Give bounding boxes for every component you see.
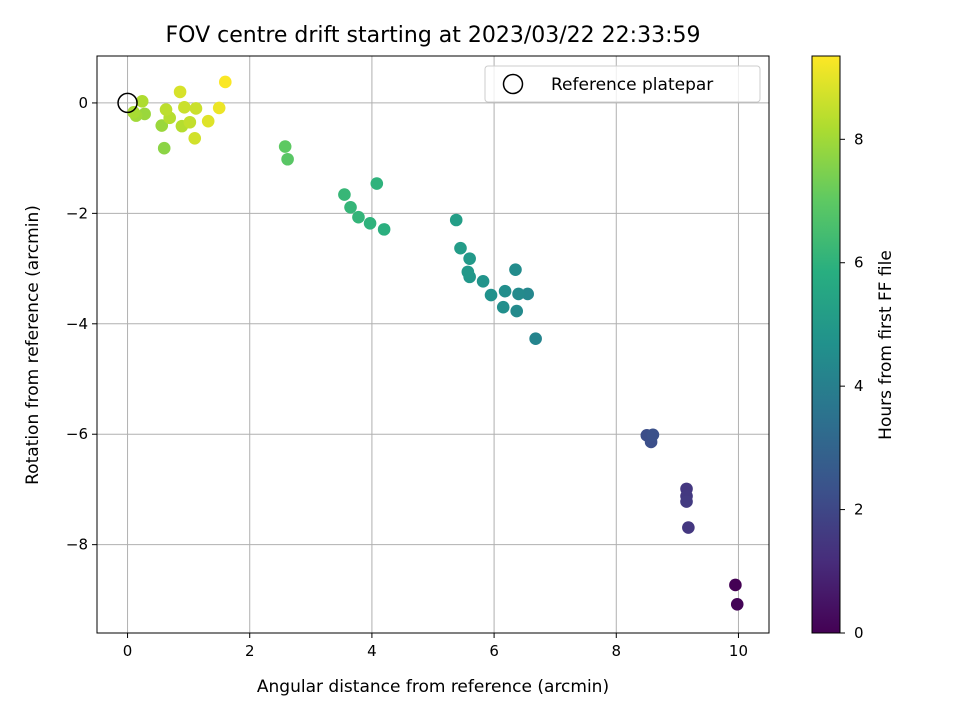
- colorbar-tick-label: 2: [854, 501, 864, 519]
- plot-frame: [96, 55, 770, 634]
- data-point: [498, 284, 512, 298]
- data-point: [476, 274, 490, 288]
- colorbar-tick-label: 8: [854, 130, 864, 148]
- colorbar-label: Hours from first FF file: [876, 250, 896, 440]
- data-point: [512, 287, 525, 301]
- y-axis-ticks: 0 −2 −4 −6 −8: [66, 94, 97, 554]
- data-point: [730, 597, 744, 611]
- colorbar-tick-label: 6: [854, 254, 864, 272]
- x-tick-label: 4: [367, 642, 377, 660]
- data-point: [509, 263, 522, 276]
- data-point: [281, 152, 294, 166]
- data-point: [159, 103, 173, 116]
- data-point: [352, 210, 365, 224]
- data-point: [188, 131, 202, 145]
- data-point: [173, 85, 187, 99]
- x-tick-label: 8: [611, 642, 621, 660]
- data-point: [529, 332, 542, 346]
- reference-platepar-point: [117, 92, 138, 114]
- data-point: [363, 217, 377, 230]
- data-point: [344, 200, 357, 214]
- y-tick-label: 0: [78, 94, 88, 112]
- data-point: [135, 94, 149, 108]
- x-tick-label: 2: [245, 642, 255, 660]
- data-point: [449, 213, 463, 227]
- chart-title: FOV centre drift starting at 2023/03/22 …: [166, 23, 701, 48]
- legend: Reference platepar: [484, 65, 761, 103]
- x-tick-label: 0: [123, 642, 133, 660]
- data-point: [496, 300, 510, 314]
- data-point: [189, 102, 203, 115]
- colorbar-tick-label: 4: [854, 377, 864, 395]
- data-point: [212, 101, 226, 115]
- x-axis-ticks: 0 2 4 6 8 10: [123, 633, 748, 660]
- y-tick-label: −8: [66, 536, 88, 554]
- y-tick-label: −6: [66, 425, 88, 443]
- data-point: [454, 241, 467, 255]
- data-point: [218, 75, 232, 89]
- y-axis-label: Rotation from reference (arcmin): [23, 205, 43, 485]
- x-tick-label: 6: [489, 642, 499, 660]
- colorbar-ticks: 0 2 4 6 8: [840, 130, 864, 642]
- data-point: [682, 521, 695, 534]
- data-point: [510, 304, 523, 318]
- data-point: [463, 252, 476, 265]
- colorbar: 0 2 4 6 8 Hours from first FF file: [811, 55, 896, 642]
- y-tick-label: −4: [66, 315, 88, 333]
- colorbar-gradient: [811, 55, 841, 634]
- data-point: [484, 288, 498, 302]
- data-point: [155, 119, 169, 132]
- colorbar-tick-label: 0: [854, 624, 864, 642]
- data-point: [157, 141, 171, 155]
- data-point: [127, 106, 140, 119]
- data-point: [521, 287, 534, 301]
- x-tick-label: 10: [729, 642, 748, 660]
- data-points: [127, 75, 744, 611]
- data-point: [338, 188, 351, 201]
- data-point: [278, 140, 292, 153]
- legend-marker-open-circle: [502, 73, 524, 95]
- data-point: [680, 495, 693, 508]
- legend-box: [484, 65, 761, 103]
- data-point: [370, 177, 384, 190]
- data-point: [377, 223, 391, 236]
- y-tick-label: −2: [66, 204, 88, 222]
- legend-entry: Reference platepar: [551, 75, 713, 95]
- data-point: [201, 114, 215, 128]
- data-point: [461, 265, 475, 279]
- x-axis-label: Angular distance from reference (arcmin): [257, 677, 609, 697]
- data-point: [178, 101, 191, 114]
- reference-marker: [117, 92, 138, 114]
- data-point: [646, 428, 660, 442]
- data-point: [183, 115, 197, 129]
- data-point: [729, 578, 742, 592]
